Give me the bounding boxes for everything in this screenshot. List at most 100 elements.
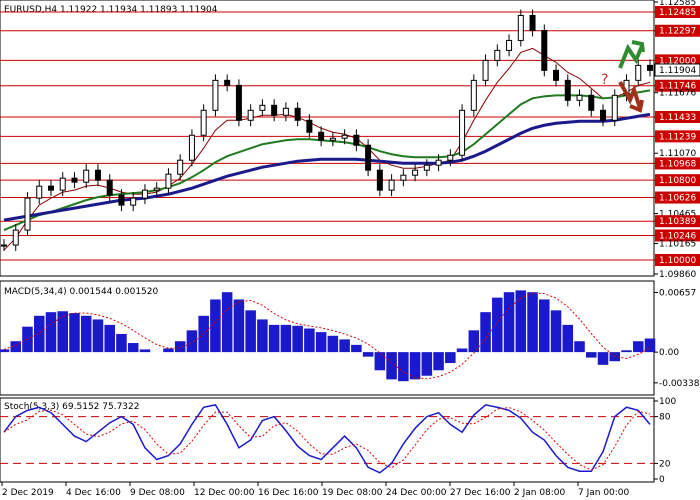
macd-bar	[468, 330, 480, 353]
macd-bar	[433, 352, 444, 371]
price-tag	[655, 5, 700, 18]
candle-body	[470, 79, 477, 111]
time-tick-label: 9 Dec 08:00	[130, 488, 185, 498]
candle-body	[482, 59, 489, 81]
macd-bar	[33, 315, 45, 353]
candle-body	[36, 185, 43, 199]
macd-bar	[304, 328, 315, 353]
price-tick-label: 1.11746	[659, 82, 696, 92]
time-tick-label: 2 Jan 08:00	[514, 488, 566, 498]
candle-body	[165, 173, 172, 189]
candle-body	[647, 64, 653, 71]
candle-body	[71, 177, 78, 183]
price-tick-label: 1.10246	[659, 231, 696, 241]
macd-bar	[174, 341, 186, 353]
candle-body	[282, 107, 289, 116]
time-tick-label: 12 Dec 00:00	[194, 488, 255, 498]
candle-body	[188, 134, 195, 161]
price-tick-label: 1.12485	[659, 8, 696, 18]
macd-bar	[480, 312, 491, 353]
red-down-arrow-icon	[618, 81, 644, 113]
price-tick-label: 1.10165	[659, 240, 696, 250]
price-panel-frame	[0, 0, 655, 277]
stoch-tick-label: 100	[659, 397, 676, 407]
candle-body	[177, 159, 184, 175]
macd-bar	[315, 332, 327, 353]
stoch-tick-label: 0	[659, 475, 665, 485]
time-tick-label: 16 Dec 16:00	[258, 488, 319, 498]
price-tick-label: 1.11676	[659, 89, 696, 99]
candle-body	[306, 119, 313, 133]
macd-bar	[562, 324, 574, 353]
symbol-label: EURUSD,H4 1.11922 1.11934 1.11893 1.1190…	[4, 5, 218, 15]
candles	[1, 9, 653, 252]
price-tag	[655, 110, 700, 123]
price-tag	[654, 63, 700, 77]
candle-body	[1, 244, 7, 247]
macd-bar	[92, 319, 104, 353]
price-tick-label: 1.10968	[659, 159, 696, 169]
candle-body	[94, 169, 101, 181]
time-tick-label: 7 Jan 00:00	[578, 488, 630, 498]
candle-body	[553, 69, 560, 81]
macd-bar	[245, 310, 256, 353]
green-up-arrow-icon	[618, 40, 645, 69]
candle-body	[376, 169, 383, 191]
candle-body	[318, 131, 325, 141]
question-mark: ?	[601, 72, 608, 88]
price-tick-label: 1.10389	[659, 217, 696, 227]
candle-body	[611, 94, 618, 121]
candle-body	[118, 194, 125, 206]
candle-body	[564, 79, 571, 101]
macd-bar	[116, 333, 127, 353]
macd-signal-line	[3, 292, 651, 380]
candle-body	[212, 79, 219, 111]
price-tick-label: 1.11070	[659, 149, 696, 159]
candle-body	[141, 189, 148, 199]
candle-body	[235, 84, 242, 121]
macd-bar	[527, 292, 538, 353]
price-tag	[655, 229, 700, 242]
macd-label: MACD(5,34,4) 0.001544 0.001520	[4, 287, 159, 297]
candle-body	[412, 169, 419, 176]
price-tag	[655, 174, 700, 187]
price-tick-label: 1.09860	[659, 270, 696, 280]
candle-body	[12, 229, 19, 246]
macd-bar	[80, 315, 92, 353]
candle-body	[506, 39, 513, 51]
time-tick-label: 27 Dec 16:00	[450, 488, 511, 498]
price-tag	[655, 191, 700, 204]
macd-bar	[632, 341, 644, 353]
stochastic-lines	[0, 404, 654, 474]
candle-body	[588, 94, 595, 111]
time-axis: 2 Dec 2019 4 Dec 16:00 9 Dec 08:00 12 Dec 0…	[1, 482, 630, 498]
macd-bar	[550, 310, 562, 353]
macd-bar	[327, 335, 339, 353]
macd-bar	[186, 330, 198, 353]
candle-body	[271, 104, 278, 116]
candle-body	[517, 14, 524, 41]
macd-bar	[456, 348, 468, 353]
ma-line-ma_slow	[3, 112, 651, 222]
candle-body	[494, 49, 501, 61]
macd-bar	[127, 343, 139, 353]
macd-bar	[374, 352, 386, 371]
macd-bar	[45, 312, 57, 353]
candle-body	[541, 29, 548, 71]
macd-bar	[280, 324, 292, 353]
macd-bar	[586, 352, 597, 358]
candle-body	[400, 174, 407, 181]
macd-bar	[351, 344, 362, 353]
candle-body	[247, 109, 254, 121]
time-tick-label: 19 Dec 08:00	[322, 488, 383, 498]
price-tag	[655, 24, 700, 37]
time-tick-label: 24 Dec 00:00	[386, 488, 447, 498]
price-tag	[655, 215, 700, 228]
macd-bar	[292, 325, 303, 353]
price-tag	[655, 54, 700, 67]
macd-bar	[539, 299, 550, 353]
candle-body	[435, 159, 442, 166]
macd-bar	[621, 350, 632, 353]
